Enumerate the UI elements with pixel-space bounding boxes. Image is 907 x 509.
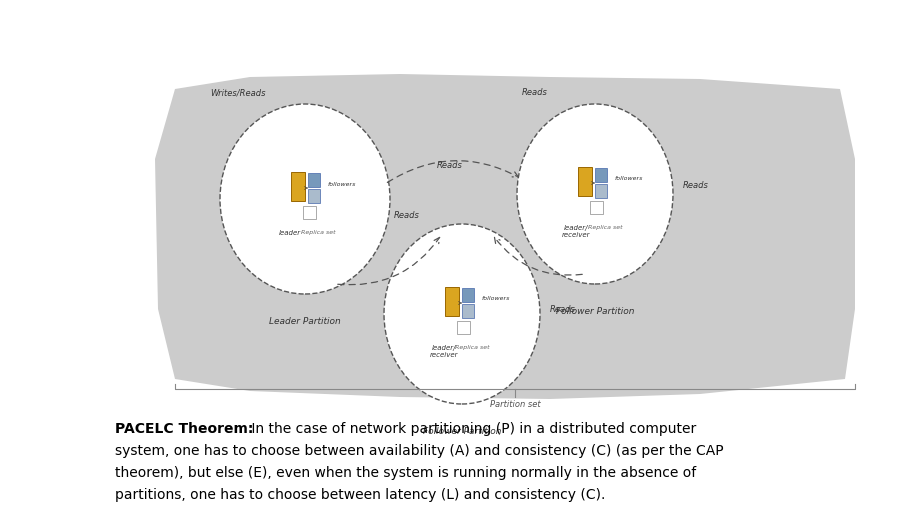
FancyBboxPatch shape — [462, 304, 474, 319]
Text: partitions, one has to choose between latency (L) and consistency (C).: partitions, one has to choose between la… — [115, 487, 605, 501]
Text: Partition set: Partition set — [490, 399, 541, 408]
Text: Leader Partition: Leader Partition — [269, 317, 341, 325]
FancyBboxPatch shape — [462, 288, 474, 303]
Text: leader: leader — [278, 230, 300, 236]
FancyBboxPatch shape — [578, 167, 591, 196]
Text: Reads: Reads — [522, 88, 548, 97]
Text: leader/
receiver: leader/ receiver — [562, 224, 590, 238]
Text: Reads: Reads — [550, 305, 576, 314]
Text: PACELC Theorem:: PACELC Theorem: — [115, 421, 253, 435]
Text: followers: followers — [328, 181, 356, 186]
FancyBboxPatch shape — [444, 287, 459, 316]
Text: Reads: Reads — [683, 180, 709, 189]
Text: Follower Partition: Follower Partition — [423, 426, 502, 435]
Text: Writes/Reads: Writes/Reads — [210, 88, 266, 97]
Text: followers: followers — [615, 176, 643, 181]
FancyBboxPatch shape — [595, 184, 608, 199]
FancyBboxPatch shape — [307, 189, 320, 204]
Text: Follower Partition: Follower Partition — [556, 306, 634, 316]
Ellipse shape — [220, 105, 390, 294]
Ellipse shape — [384, 224, 540, 404]
FancyBboxPatch shape — [307, 174, 320, 188]
Text: theorem), but else (E), even when the system is running normally in the absence : theorem), but else (E), even when the sy… — [115, 465, 697, 479]
Text: Reads: Reads — [437, 161, 463, 169]
FancyBboxPatch shape — [595, 168, 608, 183]
Text: Replica set: Replica set — [454, 344, 489, 349]
Text: system, one has to choose between availability (A) and consistency (C) (as per t: system, one has to choose between availa… — [115, 443, 724, 457]
Polygon shape — [155, 75, 855, 399]
Text: In the case of network partitioning (P) in a distributed computer: In the case of network partitioning (P) … — [247, 421, 697, 435]
Text: Replica set: Replica set — [588, 224, 622, 230]
FancyBboxPatch shape — [590, 201, 603, 215]
FancyBboxPatch shape — [457, 321, 471, 334]
Text: leader/
receiver: leader/ receiver — [429, 344, 458, 357]
Text: Reads: Reads — [394, 211, 420, 219]
Text: followers: followers — [482, 296, 511, 301]
Text: Replica set: Replica set — [301, 230, 336, 235]
FancyBboxPatch shape — [303, 206, 317, 220]
Ellipse shape — [517, 105, 673, 285]
FancyBboxPatch shape — [290, 172, 305, 201]
